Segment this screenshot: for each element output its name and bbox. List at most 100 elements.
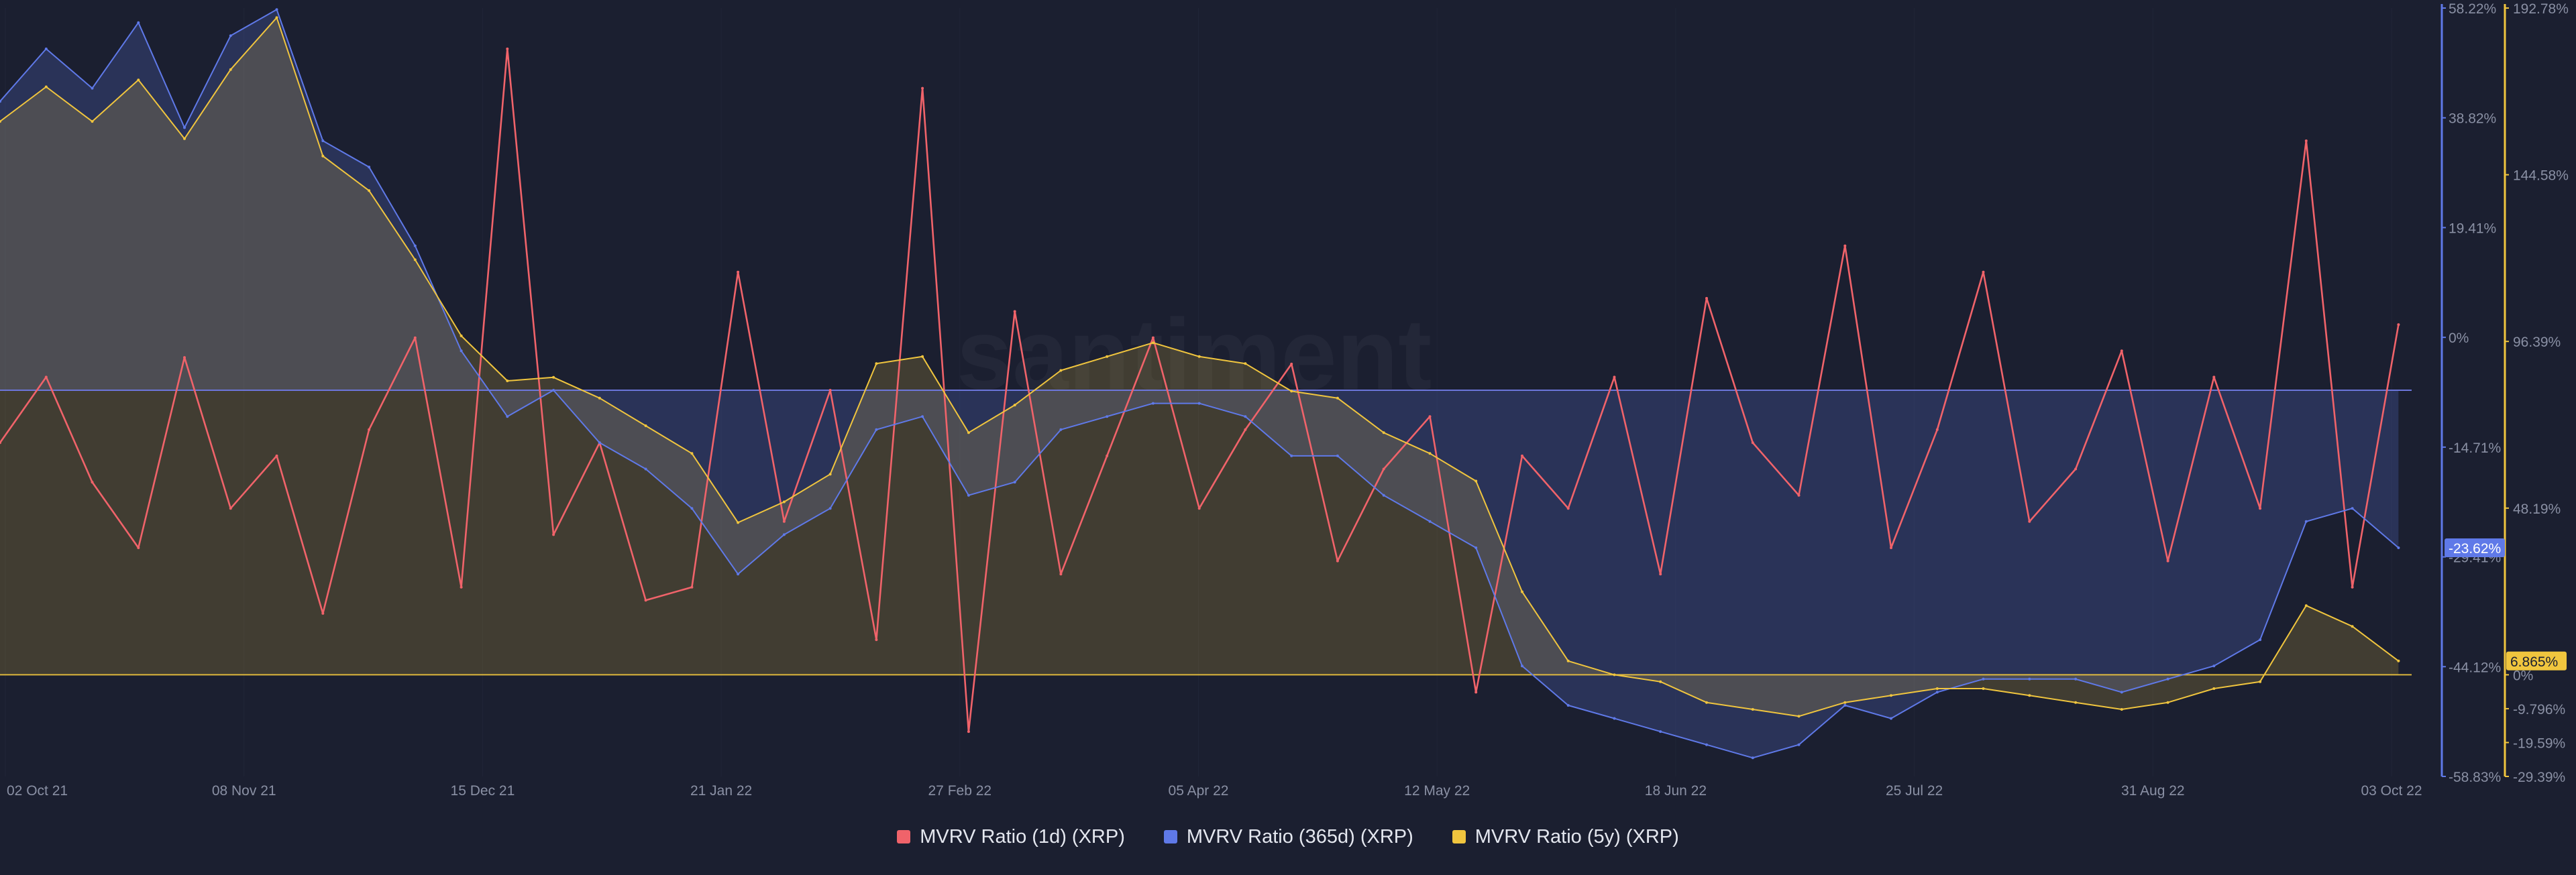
data-point: MVRV Ratio (1d) (XRP) 2022-01-15: -30: [690, 585, 694, 589]
data-point: MVRV Ratio (5y) (XRP) 2022-05-21: 24: [1521, 590, 1523, 593]
data-point: MVRV Ratio (365d) (XRP) 2021-11-20: 38: [321, 139, 325, 142]
data-point: MVRV Ratio (5y) (XRP) 2021-10-09: 170: [44, 85, 48, 89]
data-point: MVRV Ratio (365d) (XRP) 2021-11-27: 34: [368, 166, 371, 169]
data-point: MVRV Ratio (365d) (XRP) 2022-07-02: -54: [1797, 743, 1801, 746]
data-point: MVRV Ratio (365d) (XRP) 2022-06-25: -56: [1751, 756, 1754, 760]
data-point: MVRV Ratio (5y) (XRP) 2022-01-29: 50: [782, 500, 786, 504]
legend-label: MVRV Ratio (1d) (XRP): [920, 825, 1125, 848]
legend-label: MVRV Ratio (5y) (XRP): [1474, 825, 1679, 848]
left-axis-tick-label: 0%: [2449, 331, 2469, 346]
axes: [2440, 4, 2506, 776]
right-axis-tick-label: 192.78%: [2513, 1, 2569, 17]
data-point: MVRV Ratio (365d) (XRP) 2022-04-02: -2: [1197, 402, 1201, 405]
data-point: MVRV Ratio (5y) (XRP) 2021-10-30: 155: [183, 137, 186, 140]
data-point: MVRV Ratio (1d) (XRP) 2022-04-30: -12: [1382, 467, 1385, 471]
data-point: MVRV Ratio (365d) (XRP) 2022-01-22: -28: [737, 573, 740, 576]
legend-item[interactable]: MVRV Ratio (365d) (XRP): [1163, 826, 1413, 848]
data-point: MVRV Ratio (1d) (XRP) 2022-06-18: 14: [1705, 296, 1708, 300]
data-point: MVRV Ratio (1d) (XRP) 2022-07-23: -6: [1935, 428, 1939, 431]
data-point: MVRV Ratio (1d) (XRP) 2022-02-26: -52: [967, 730, 970, 734]
data-point: MVRV Ratio (1d) (XRP) 2022-03-12: -28: [1059, 573, 1063, 576]
data-point: MVRV Ratio (1d) (XRP) 2021-10-09: 2: [44, 375, 48, 379]
data-point: MVRV Ratio (1d) (XRP) 2022-09-03: 2: [2212, 375, 2216, 379]
right-axis-tick-label: 48.19%: [2513, 502, 2561, 517]
left-axis-tick-labels: 58.22%38.82%19.41%0%-14.71%-29.41%-44.12…: [2442, 1, 2501, 785]
right-axis-tick-label: 0%: [2513, 668, 2533, 683]
data-point: MVRV Ratio (1d) (XRP) 2022-08-13: -12: [2074, 467, 2078, 471]
right-axis-tick-label: -29.39%: [2513, 770, 2565, 785]
data-point: MVRV Ratio (365d) (XRP) 2022-05-07: -20: [1428, 520, 1432, 523]
data-point: MVRV Ratio (5y) (XRP) 2022-07-16: -6: [1890, 694, 1892, 697]
data-point: MVRV Ratio (365d) (XRP) 2021-10-23: 56: [137, 21, 140, 24]
data-point: MVRV Ratio (1d) (XRP) 2022-02-19: 46: [921, 86, 924, 90]
data-point: MVRV Ratio (365d) (XRP) 2021-12-18: -4: [506, 415, 509, 418]
data-point: MVRV Ratio (5y) (XRP) 2022-02-26: 70: [967, 431, 970, 434]
legend-item[interactable]: MVRV Ratio (1d) (XRP): [897, 826, 1125, 848]
series-lines: MVRV Ratio (1d) (XRP) 2021-10-02: -8 MVRV…: [0, 8, 2400, 760]
data-point: MVRV Ratio (1d) (XRP) 2022-08-06: -20: [2028, 520, 2031, 523]
data-point: MVRV Ratio (365d) (XRP) 2022-02-12: -6: [875, 428, 878, 431]
data-point: MVRV Ratio (5y) (XRP) 2022-04-02: 92: [1197, 355, 1201, 358]
right-axis-tick-labels: 192.78% 144.58% 96.39% 48.19% 0% -9.796% -19.5…: [2505, 1, 2569, 785]
current-value-badge: [2445, 538, 2505, 557]
data-point: MVRV Ratio (1d) (XRP) 2021-11-27: -6: [368, 428, 371, 431]
data-point: MVRV Ratio (365d) (XRP) 2021-12-11: 6: [460, 349, 463, 353]
data-point: MVRV Ratio (1d) (XRP) 2022-06-04: 2: [1613, 375, 1616, 379]
data-point: MVRV Ratio (1d) (XRP) 2022-07-30: 18: [1982, 270, 1985, 274]
x-tick-label: 15 Dec 21: [451, 783, 515, 799]
data-point: MVRV Ratio (1d) (XRP) 2021-12-11: -30: [460, 585, 463, 589]
data-point: MVRV Ratio (5y) (XRP) 2021-10-16: 160: [91, 120, 94, 123]
data-point: MVRV Ratio (1d) (XRP) 2021-11-06: -18: [229, 507, 232, 510]
data-point: MVRV Ratio (5y) (XRP) 2022-08-06: -6: [2028, 694, 2031, 697]
data-point: MVRV Ratio (1d) (XRP) 2021-10-02: -8: [0, 441, 1, 445]
data-point: MVRV Ratio (1d) (XRP) 2022-04-16: 4: [1290, 362, 1293, 365]
data-point: MVRV Ratio (1d) (XRP) 2021-12-18: 52: [506, 47, 509, 50]
data-point: MVRV Ratio (365d) (XRP) 2022-07-09: -48: [1843, 704, 1847, 707]
data-point: MVRV Ratio (365d) (XRP) 2021-10-16: 46: [91, 86, 94, 90]
data-point: MVRV Ratio (365d) (XRP) 2022-03-12: -6: [1059, 428, 1063, 431]
x-tick-label: 03 Oct 22: [2361, 783, 2422, 799]
data-point: MVRV Ratio (5y) (XRP) 2022-05-28: 4: [1566, 659, 1570, 662]
data-point: MVRV Ratio (5y) (XRP) 2022-08-20: -10: [2120, 708, 2123, 711]
data-point: MVRV Ratio (5y) (XRP) 2022-01-22: 44: [737, 521, 740, 524]
data-point: MVRV Ratio (365d) (XRP) 2022-06-04: -50: [1613, 717, 1616, 720]
x-tick-label: 31 Aug 22: [2121, 783, 2185, 799]
data-point: MVRV Ratio (5y) (XRP) 2022-10-01: 4: [2397, 659, 2400, 662]
data-point: MVRV Ratio (5y) (XRP) 2022-02-12: 90: [875, 362, 878, 365]
data-point: MVRV Ratio (5y) (XRP) 2022-07-30: -4: [1982, 687, 1985, 690]
left-axis-tick-label: -14.71%: [2449, 441, 2501, 456]
data-point: MVRV Ratio (365d) (XRP) 2022-04-23: -10: [1336, 454, 1339, 457]
x-tick-label: 27 Feb 22: [928, 783, 992, 799]
data-point: MVRV Ratio (365d) (XRP) 2021-10-30: 40: [183, 126, 186, 129]
data-point: MVRV Ratio (5y) (XRP) 2022-03-26: 96: [1151, 341, 1155, 345]
data-point: MVRV Ratio (365d) (XRP) 2022-04-30: -16: [1382, 493, 1385, 497]
x-grid: [5, 8, 2392, 776]
data-point: MVRV Ratio (5y) (XRP) 2022-02-19: 92: [921, 355, 924, 358]
data-point: MVRV Ratio (365d) (XRP) 2021-11-06: 54: [229, 34, 232, 38]
data-point: MVRV Ratio (365d) (XRP) 2022-09-24: -18: [2351, 507, 2354, 510]
data-point: MVRV Ratio (5y) (XRP) 2021-12-04: 120: [413, 258, 417, 261]
x-tick-label: 05 Apr 22: [1169, 783, 1229, 799]
data-point: MVRV Ratio (365d) (XRP) 2022-07-23: -46: [1935, 691, 1939, 694]
data-point: MVRV Ratio (5y) (XRP) 2022-04-23: 80: [1336, 396, 1339, 400]
left-axis-tick-label: -58.83%: [2449, 770, 2501, 785]
data-point: MVRV Ratio (1d) (XRP) 2022-01-22: 18: [737, 270, 740, 274]
x-tick-labels: 02 Oct 21 08 Nov 21 15 Dec 21 21 Jan 22 27 F…: [7, 783, 2422, 799]
data-point: MVRV Ratio (5y) (XRP) 2022-01-15: 64: [690, 452, 694, 455]
legend-item[interactable]: MVRV Ratio (5y) (XRP): [1452, 826, 1679, 848]
data-point: MVRV Ratio (365d) (XRP) 2022-05-14: -24: [1474, 546, 1478, 549]
data-point: MVRV Ratio (365d) (XRP) 2022-03-05: -14: [1013, 481, 1016, 484]
x-tick-label: 02 Oct 21: [7, 783, 68, 799]
data-point: MVRV Ratio (1d) (XRP) 2021-12-04: 8: [413, 336, 417, 339]
data-point: MVRV Ratio (365d) (XRP) 2022-06-18: -54: [1705, 743, 1708, 746]
series-fills: [0, 9, 2399, 758]
data-point: MVRV Ratio (365d) (XRP) 2022-08-06: -44: [2028, 677, 2031, 681]
data-point: MVRV Ratio (365d) (XRP) 2022-03-26: -2: [1151, 402, 1155, 405]
data-point: MVRV Ratio (1d) (XRP) 2022-09-17: 38: [2304, 139, 2308, 142]
data-point: MVRV Ratio (365d) (XRP) 2022-06-11: -52: [1659, 730, 1662, 734]
data-point: MVRV Ratio (1d) (XRP) 2022-08-27: -26: [2166, 559, 2169, 563]
data-point: MVRV Ratio (365d) (XRP) 2022-09-10: -38: [2259, 638, 2262, 642]
data-point: MVRV Ratio (5y) (XRP) 2022-02-05: 58: [828, 473, 832, 476]
data-point: MVRV Ratio (1d) (XRP) 2022-10-01: 10: [2397, 323, 2400, 327]
